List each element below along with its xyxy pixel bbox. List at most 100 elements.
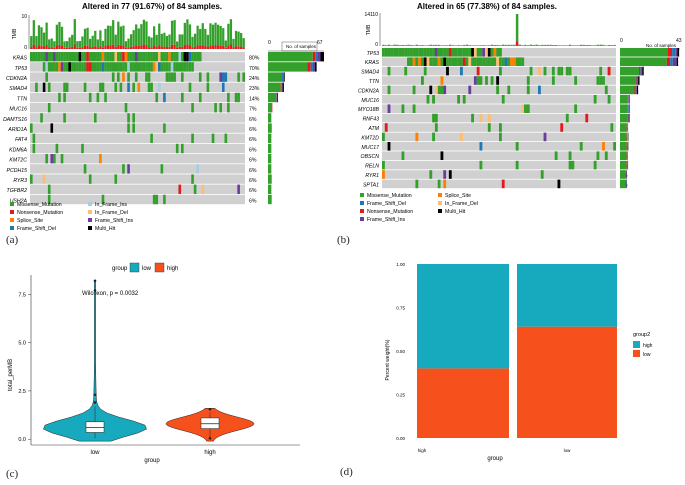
sample-count-bar (268, 154, 272, 164)
legend-label: Multi_Hit (445, 209, 466, 215)
tmb-bar (104, 28, 107, 46)
tmb-bar (188, 24, 192, 46)
mutation-cell (63, 62, 66, 72)
sample-count-bar-segment (672, 57, 677, 66)
mutation-cell (440, 151, 444, 160)
mutation-cell (568, 160, 572, 170)
mutation-cell (160, 52, 164, 62)
mutation-cell (221, 82, 225, 92)
mutation-cell (496, 48, 500, 57)
mutation-cell (81, 143, 84, 154)
mutation-cell (487, 123, 491, 132)
panel-a-tmb-max-tick: 10 (21, 14, 27, 20)
tmb-bar (451, 45, 455, 46)
tmb-bar (488, 45, 491, 46)
mutation-cell (443, 170, 447, 179)
tmb-bar-segment (201, 45, 204, 49)
tmb-bar-segment (242, 47, 245, 49)
mutation-cell (155, 62, 159, 72)
mutation-cell (47, 52, 51, 62)
tmb-bar-segment (86, 45, 89, 49)
mutation-cell (32, 143, 36, 154)
tmb-bar (89, 38, 92, 48)
mutation-cell (47, 184, 51, 194)
tmb-bar-segment (140, 45, 143, 49)
mutation-cell (443, 57, 447, 66)
mutation-cell (468, 85, 472, 95)
tmb-bar (527, 45, 530, 46)
tmb-bar (122, 25, 125, 46)
mutation-cell (104, 52, 107, 62)
tmb-bar (170, 20, 174, 45)
mutation-cell (496, 76, 500, 85)
mutation-cell (496, 57, 500, 66)
mutation-cell (479, 76, 483, 85)
mutation-cell (568, 151, 572, 160)
sample-count-bar-segment (627, 113, 629, 123)
tmb-bar-segment (155, 46, 158, 49)
mutation-cell (124, 103, 128, 113)
tmb-bar (518, 44, 522, 46)
panel-b-sample-count-bars (620, 48, 680, 189)
mutation-cell (198, 92, 202, 103)
mutation-cell (96, 62, 100, 72)
mutation-cell (454, 48, 458, 57)
mutation-cell (42, 82, 46, 92)
grid-row-bg (382, 104, 616, 113)
mutation-cell (574, 76, 578, 85)
mutation-cell (460, 57, 463, 66)
percent-label: 80% (249, 56, 260, 62)
tmb-bar (35, 36, 38, 48)
mutation-cell (37, 52, 41, 62)
tmb-bar-segment (196, 45, 199, 49)
sample-count-bar-segment (315, 52, 318, 62)
mutation-cell (395, 48, 399, 57)
mutation-cell (607, 95, 611, 104)
mutation-cell (53, 52, 56, 62)
tmb-bar-segment (76, 47, 79, 49)
mutation-cell (382, 170, 385, 179)
mutation-cell (607, 66, 611, 76)
mutation-cell (499, 66, 502, 76)
tmb-bar (398, 45, 402, 46)
sample-count-bar-segment (637, 76, 639, 85)
panel-c-violin-plot: group low high total_perMB 0.02.55.07.5 … (8, 262, 300, 464)
mutation-cell (99, 82, 102, 92)
mutation-cell (437, 57, 441, 66)
panel-a-samples-max: 67 (317, 40, 323, 46)
tmb-bar-segment (178, 46, 181, 49)
tmb-bar (30, 36, 33, 48)
tmb-bar (219, 26, 222, 46)
mutation-cell (434, 123, 438, 132)
mutation-cell (398, 48, 402, 57)
gene-label: CDKN2A (6, 76, 28, 82)
mutation-cell (124, 52, 128, 62)
mutation-cell (224, 133, 228, 143)
panel-b-gene-labels: TP53 KRAS SMAD4 TTN CDKN2A MUC16 MYO18B RNF43 AT… (358, 51, 380, 189)
sample-count-bar (620, 151, 627, 160)
mutation-cell (429, 170, 433, 179)
tmb-bar (471, 45, 474, 46)
tmb-bar-segment (78, 47, 82, 49)
mutation-cell (70, 52, 74, 62)
mutation-cell (465, 57, 469, 66)
mutation-cell (193, 184, 197, 194)
mutation-cell (58, 52, 61, 62)
tmb-bar-segment (99, 46, 102, 49)
mutation-cell (415, 57, 419, 66)
mutation-cell (596, 151, 600, 160)
tmb-bar (147, 36, 151, 48)
mutation-cell (507, 85, 511, 95)
mutation-cell (127, 72, 130, 82)
mutation-cell (387, 66, 391, 76)
sample-count-bar-segment (317, 52, 321, 62)
mutation-cell (206, 82, 210, 92)
grid-row-bg (382, 151, 616, 160)
tmb-bar (232, 38, 235, 48)
tmb-bar (435, 44, 438, 46)
sample-count-bar (620, 66, 639, 76)
mutation-cell (560, 66, 564, 76)
mutation-cell (613, 142, 617, 151)
tmb-bar (440, 45, 444, 46)
tmb-bar (496, 44, 499, 46)
